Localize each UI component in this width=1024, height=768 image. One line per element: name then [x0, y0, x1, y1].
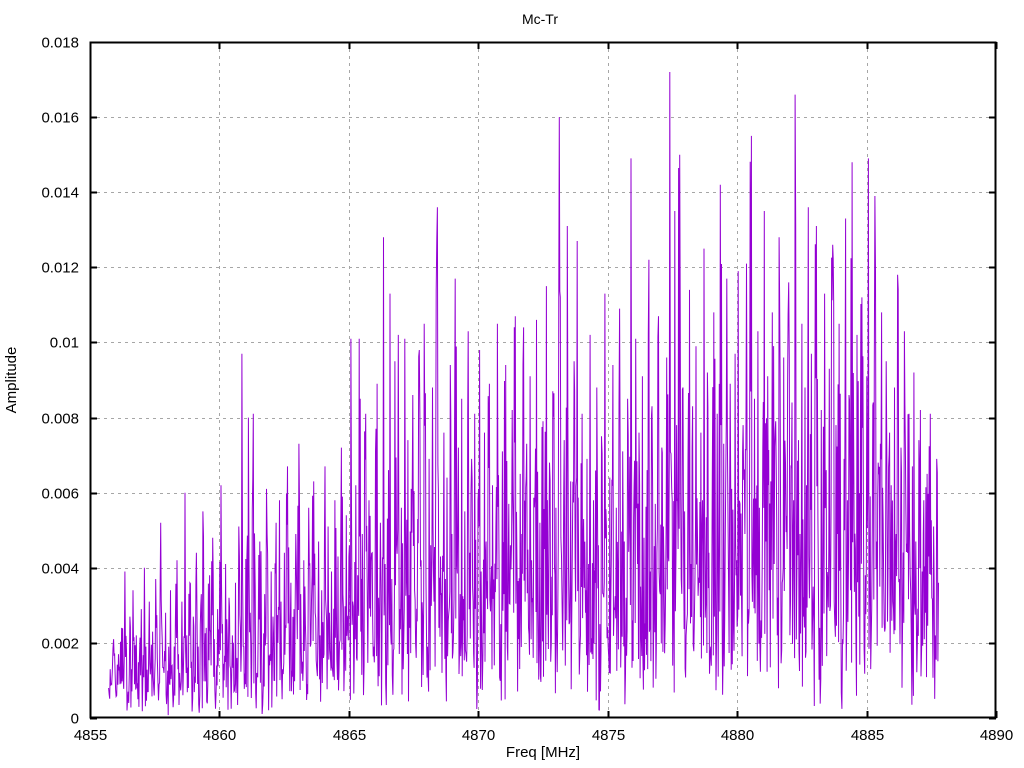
y-tick-label: 0.01: [50, 335, 79, 352]
x-axis-title: Freq [MHz]: [506, 744, 580, 761]
y-axis-title: Amplitude: [3, 347, 20, 414]
y-tick-label: 0.002: [41, 636, 79, 653]
y-tick-label: 0.014: [41, 185, 79, 202]
x-tick-label: 4890: [980, 727, 1013, 744]
y-tick-label: 0.006: [41, 486, 79, 503]
chart-title: Mc-Tr: [522, 11, 558, 27]
y-tick-label: 0.004: [41, 561, 79, 578]
x-tick-label: 4870: [462, 727, 495, 744]
vertical-gridlines: [219, 42, 868, 718]
data-series-line: [108, 71, 939, 716]
y-axis-tick-labels: 0 0.002 0.004 0.006 0.008 0.01 0.012 0.014 0.016…: [41, 35, 79, 728]
x-tick-label: 4885: [851, 727, 884, 744]
x-tick-label: 4875: [592, 727, 625, 744]
y-tick-label: 0.016: [41, 110, 79, 127]
y-tick-label: 0.012: [41, 260, 79, 277]
x-axis-tick-labels: 4855 4860 4865 4870 4875 4880 4885 4890: [74, 727, 1013, 744]
y-tick-label: 0.008: [41, 411, 79, 428]
x-tick-label: 4865: [333, 727, 366, 744]
y-tick-label: 0.018: [41, 35, 79, 52]
x-tick-label: 4855: [74, 727, 107, 744]
y-tick-label: 0: [71, 711, 79, 728]
x-tick-label: 4860: [203, 727, 236, 744]
plot-border: [89, 41, 997, 719]
x-tick-label: 4880: [721, 727, 754, 744]
